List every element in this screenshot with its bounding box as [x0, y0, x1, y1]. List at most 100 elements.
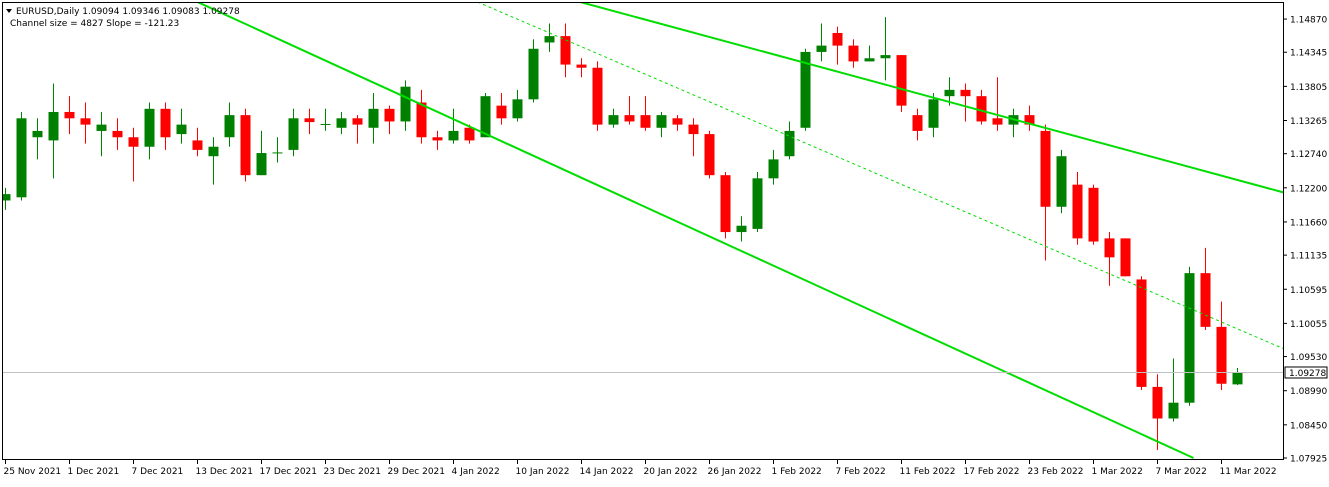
candle-body [384, 108, 395, 122]
collapse-triangle-icon[interactable] [6, 9, 12, 13]
price-tick-label: 1.09530 [1290, 353, 1327, 363]
candle-body [624, 115, 635, 122]
time-tick-label: 7 Feb 2022 [836, 467, 886, 477]
candle [720, 172, 731, 239]
time-tick-label: 23 Feb 2022 [1028, 467, 1084, 477]
candle-body [880, 55, 891, 59]
candle [736, 216, 747, 242]
candle [560, 23, 571, 78]
time-tick-label: 10 Jan 2022 [516, 467, 570, 477]
candle [960, 83, 971, 122]
channel-lower-line[interactable] [197, 2, 1194, 459]
time-tick-label: 1 Mar 2022 [1092, 467, 1143, 477]
candle [128, 127, 139, 182]
candle [176, 108, 187, 144]
candle-body [528, 48, 539, 100]
candle-body [768, 159, 779, 179]
candle-body [864, 58, 875, 62]
candle [1184, 266, 1195, 406]
candle [528, 39, 539, 103]
candle-body [752, 178, 763, 229]
candle-body [800, 51, 811, 128]
candle-body [3, 194, 11, 201]
price-tick-label: 1.08990 [1290, 387, 1327, 397]
candle-body [368, 108, 379, 128]
candle [304, 108, 315, 135]
candle [896, 55, 907, 112]
candle-body [1088, 187, 1099, 242]
candle-body [464, 127, 475, 141]
candle-body [816, 45, 827, 52]
candle [64, 96, 75, 135]
candle-body [224, 115, 235, 138]
candle [240, 108, 251, 182]
candle [432, 130, 443, 150]
candle-body [1168, 402, 1179, 419]
time-tick-label: 11 Feb 2022 [900, 467, 956, 477]
candle-body [1184, 273, 1195, 403]
candle-body [1072, 184, 1083, 239]
candle [112, 118, 123, 150]
candle [1232, 367, 1243, 386]
time-tick-label: 11 Mar 2022 [1220, 467, 1277, 477]
candle-body [960, 89, 971, 97]
plot-frame [2, 2, 1284, 460]
candle-body [448, 130, 459, 141]
candle [544, 23, 555, 52]
candle [464, 124, 475, 144]
candle [576, 58, 587, 78]
chart-header: EURUSD,Daily 1.09094 1.09346 1.09083 1.0… [6, 7, 240, 29]
candle-body [576, 64, 587, 68]
candle-body [1232, 372, 1243, 385]
candle-body [96, 124, 107, 131]
candle-body [912, 115, 923, 131]
candle-body [160, 108, 171, 138]
candle-body [1136, 279, 1147, 387]
candle [688, 118, 699, 157]
current-price-box [1284, 366, 1328, 379]
time-tick-label: 17 Dec 2021 [260, 467, 318, 477]
candle-body [976, 96, 987, 122]
time-tick-label: 26 Jan 2022 [708, 467, 762, 477]
candle [816, 23, 827, 62]
current-price-label: 1.09278 [1289, 369, 1326, 379]
time-tick-label: 14 Jan 2022 [580, 467, 634, 477]
candle-body [928, 99, 939, 128]
candle [1056, 149, 1067, 214]
candle-body [736, 225, 747, 233]
candle-body [1024, 115, 1035, 125]
price-tick-label: 1.10055 [1290, 320, 1327, 330]
candle [368, 93, 379, 144]
time-tick-label: 1 Dec 2021 [68, 467, 120, 477]
time-tick-label: 23 Dec 2021 [324, 467, 382, 477]
candle [672, 115, 683, 131]
candle [1136, 276, 1147, 391]
candle [448, 108, 459, 144]
candle [416, 89, 427, 144]
candle [336, 111, 347, 135]
price-tick-label: 1.14870 [1290, 16, 1327, 26]
candle [256, 130, 267, 176]
channel-upper-line[interactable] [478, 0, 1302, 197]
price-tick-label: 1.13805 [1290, 83, 1327, 93]
time-tick-label: 7 Mar 2022 [1156, 467, 1207, 477]
candle [640, 96, 651, 131]
candle [1152, 374, 1163, 451]
candle-body [592, 67, 603, 125]
candle-body [784, 130, 795, 157]
time-axis: 25 Nov 2021 1 Dec 2021 7 Dec 2021 13 Dec 20… [4, 459, 1277, 477]
candle-body [32, 130, 43, 138]
candle [704, 130, 715, 179]
candle [1024, 105, 1035, 131]
candle-body [672, 118, 683, 125]
candle-body [192, 140, 203, 150]
time-tick-label: 17 Feb 2022 [964, 467, 1020, 477]
candle-body [720, 175, 731, 233]
candle-body [16, 118, 27, 198]
channel-info-text: Channel size = 4827 Slope = -121.23 [10, 19, 179, 29]
price-tick-label: 1.07925 [1290, 455, 1327, 465]
candle [992, 77, 1003, 131]
candle-body [144, 108, 155, 147]
